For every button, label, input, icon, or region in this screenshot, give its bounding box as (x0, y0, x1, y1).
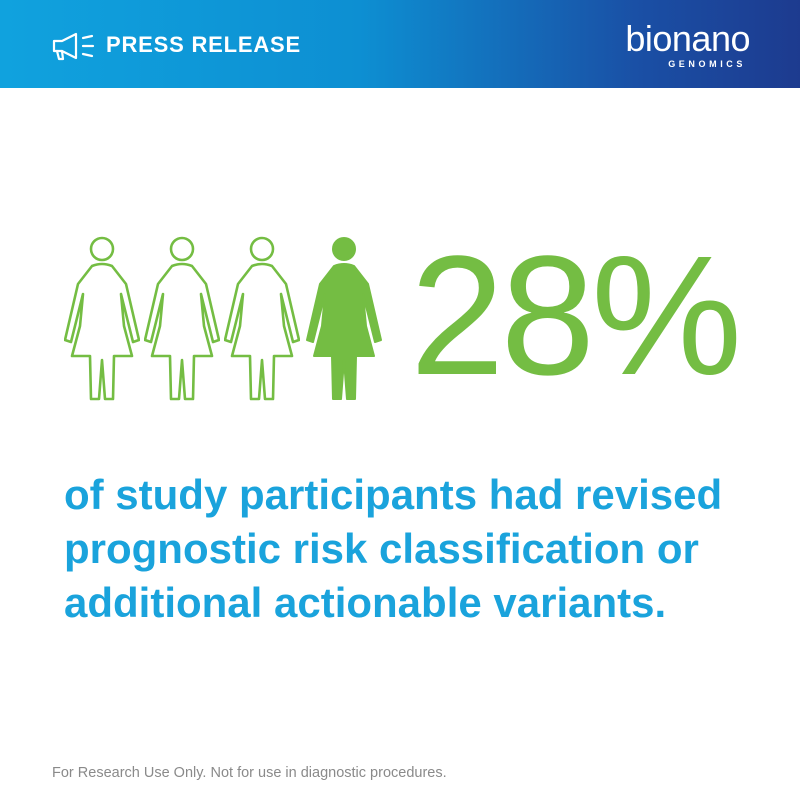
bionano-logo: bionano GENOMICS (600, 18, 750, 74)
person-outline-icon (64, 236, 140, 401)
megaphone-icon (52, 32, 95, 61)
percentage-stat: 28% (410, 221, 742, 411)
person-figures (64, 236, 384, 406)
stat-caption: of study participants had revised progno… (64, 468, 764, 630)
person-filled-icon (306, 237, 382, 400)
press-release-label: PRESS RELEASE (106, 32, 302, 57)
header-banner: PRESS RELEASE bionano GENOMICS (0, 0, 800, 88)
caption-line-2: prognostic risk classification or (64, 525, 699, 572)
logo-subtitle: GENOMICS (668, 59, 746, 69)
caption-line-3: additional actionable variants. (64, 579, 667, 626)
logo-wordmark: bionano (625, 18, 750, 59)
person-outline-icon (144, 236, 220, 401)
caption-line-1: of study participants had revised (64, 471, 723, 518)
person-outline-icon (224, 236, 300, 401)
disclaimer-text: For Research Use Only. Not for use in di… (52, 765, 447, 781)
